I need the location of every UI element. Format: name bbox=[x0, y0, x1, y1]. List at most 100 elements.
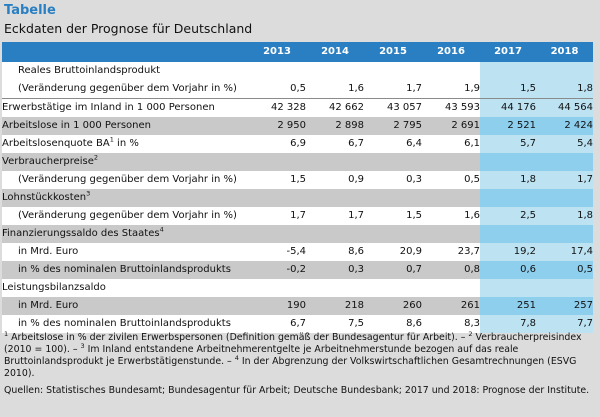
cell-2016: 1,6 bbox=[422, 207, 480, 225]
footnote-marker-3: 3 bbox=[80, 341, 85, 350]
table-row: Erwerbstätige im Inland in 1 000 Persone… bbox=[2, 98, 593, 117]
footnote-4: In der Abgrenzung der Volkswirtschaftlic… bbox=[4, 356, 577, 379]
cell-2014: 7,5 bbox=[306, 315, 364, 333]
cell-2015 bbox=[364, 279, 422, 297]
cell-2018: 2 424 bbox=[536, 117, 593, 135]
cell-2018 bbox=[536, 189, 593, 207]
cell-2016 bbox=[422, 189, 480, 207]
cell-2013: 1,5 bbox=[248, 171, 306, 189]
cell-2016: 0,8 bbox=[422, 261, 480, 279]
cell-2017 bbox=[480, 62, 536, 80]
table-header-row: 2013 2014 2015 2016 2017 2018 bbox=[2, 42, 593, 62]
table-row: in Mrd. Euro 190 218 260 261 251 257 bbox=[2, 297, 593, 315]
cell-2017 bbox=[480, 225, 536, 243]
cell-2013 bbox=[248, 225, 306, 243]
cell-2015: 0,3 bbox=[364, 171, 422, 189]
cell-2017 bbox=[480, 279, 536, 297]
cell-2016: 23,7 bbox=[422, 243, 480, 261]
cell-2013: -5,4 bbox=[248, 243, 306, 261]
table-row: Finanzierungssaldo des Staates4 bbox=[2, 225, 593, 243]
cell-2017: 44 176 bbox=[480, 98, 536, 117]
cell-2014: 6,7 bbox=[306, 135, 364, 153]
cell-2017: 251 bbox=[480, 297, 536, 315]
cell-2016: 2 691 bbox=[422, 117, 480, 135]
cell-2013: 1,7 bbox=[248, 207, 306, 225]
cell-2016: 0,5 bbox=[422, 171, 480, 189]
table-row: in % des nominalen Bruttoinlandsprodukts… bbox=[2, 261, 593, 279]
cell-2014 bbox=[306, 62, 364, 80]
cell-2014: 0,9 bbox=[306, 171, 364, 189]
row-label: Leistungsbilanzsaldo bbox=[2, 279, 248, 297]
cell-2014 bbox=[306, 225, 364, 243]
table-row: Arbeitslose in 1 000 Personen 2 950 2 898 2… bbox=[2, 117, 593, 135]
cell-2015 bbox=[364, 225, 422, 243]
table-row: (Veränderung gegenüber dem Vorjahr in %)… bbox=[2, 80, 593, 99]
row-label: (Veränderung gegenüber dem Vorjahr in %) bbox=[2, 80, 248, 99]
row-label: in Mrd. Euro bbox=[2, 243, 248, 261]
cell-2018: 257 bbox=[536, 297, 593, 315]
table-row: Lohnstückkosten3 bbox=[2, 189, 593, 207]
cell-2017 bbox=[480, 189, 536, 207]
cell-2017: 1,5 bbox=[480, 80, 536, 99]
footnote-marker-4: 4 bbox=[234, 353, 239, 362]
footnote-ref: 2 bbox=[93, 153, 99, 162]
table-row: Reales Bruttoinlandsprodukt bbox=[2, 62, 593, 80]
table-row: Leistungsbilanzsaldo bbox=[2, 279, 593, 297]
cell-2017: 7,8 bbox=[480, 315, 536, 333]
year-header-2017: 2017 bbox=[480, 42, 536, 62]
cell-2016: 6,1 bbox=[422, 135, 480, 153]
cell-2013: 42 328 bbox=[248, 98, 306, 117]
table-row: Arbeitslosenquote BA1 in % 6,9 6,7 6,4 6,1 5,… bbox=[2, 135, 593, 153]
footnote-ref: 4 bbox=[159, 225, 164, 234]
footnote-ref: 3 bbox=[86, 189, 91, 198]
cell-2018: 17,4 bbox=[536, 243, 593, 261]
footnote-ref: 1 bbox=[109, 135, 114, 144]
cell-2013: 6,7 bbox=[248, 315, 306, 333]
cell-2017: 2,5 bbox=[480, 207, 536, 225]
cell-2014: 1,7 bbox=[306, 207, 364, 225]
footnote-1: Arbeitslose in % der zivilen Erwerbspers… bbox=[8, 332, 469, 343]
cell-2018 bbox=[536, 279, 593, 297]
cell-2014 bbox=[306, 153, 364, 171]
row-label: in % des nominalen Bruttoinlandsprodukts bbox=[2, 261, 248, 279]
cell-2016 bbox=[422, 62, 480, 80]
table-header-label bbox=[2, 42, 248, 62]
cell-2013 bbox=[248, 279, 306, 297]
table-row: Verbraucherpreise2 bbox=[2, 153, 593, 171]
sources: Quellen: Statistisches Bundesamt; Bundes… bbox=[4, 385, 590, 396]
row-label: Reales Bruttoinlandsprodukt bbox=[2, 62, 248, 80]
cell-2013: 2 950 bbox=[248, 117, 306, 135]
table-title: Tabelle bbox=[4, 3, 56, 18]
cell-2018 bbox=[536, 225, 593, 243]
cell-2016 bbox=[422, 279, 480, 297]
cell-2015: 260 bbox=[364, 297, 422, 315]
cell-2013: -0,2 bbox=[248, 261, 306, 279]
cell-2018: 44 564 bbox=[536, 98, 593, 117]
cell-2014: 0,3 bbox=[306, 261, 364, 279]
cell-2015: 6,4 bbox=[364, 135, 422, 153]
year-header-2014: 2014 bbox=[306, 42, 364, 62]
cell-2014: 2 898 bbox=[306, 117, 364, 135]
cell-2016 bbox=[422, 153, 480, 171]
row-label: Verbraucherpreise2 bbox=[2, 153, 248, 171]
footnote-marker-2: 2 bbox=[468, 329, 473, 338]
table-row: (Veränderung gegenüber dem Vorjahr in %)… bbox=[2, 207, 593, 225]
year-header-2013: 2013 bbox=[248, 42, 306, 62]
cell-2013 bbox=[248, 189, 306, 207]
cell-2015 bbox=[364, 189, 422, 207]
cell-2013: 6,9 bbox=[248, 135, 306, 153]
cell-2015: 8,6 bbox=[364, 315, 422, 333]
table-subtitle: Eckdaten der Prognose für Deutschland bbox=[4, 21, 253, 36]
cell-2018 bbox=[536, 62, 593, 80]
row-label: Arbeitslose in 1 000 Personen bbox=[2, 117, 248, 135]
cell-2016: 8,3 bbox=[422, 315, 480, 333]
row-label: in Mrd. Euro bbox=[2, 297, 248, 315]
cell-2015: 1,7 bbox=[364, 80, 422, 99]
cell-2018: 0,5 bbox=[536, 261, 593, 279]
row-label: in % des nominalen Bruttoinlandsprodukts bbox=[2, 315, 248, 333]
footnote-marker-1: 1 bbox=[4, 329, 9, 338]
cell-2018 bbox=[536, 153, 593, 171]
cell-2013 bbox=[248, 153, 306, 171]
footnotes: 1 Arbeitslose in % der zivilen Erwerbspe… bbox=[4, 329, 594, 380]
cell-2018: 1,8 bbox=[536, 207, 593, 225]
